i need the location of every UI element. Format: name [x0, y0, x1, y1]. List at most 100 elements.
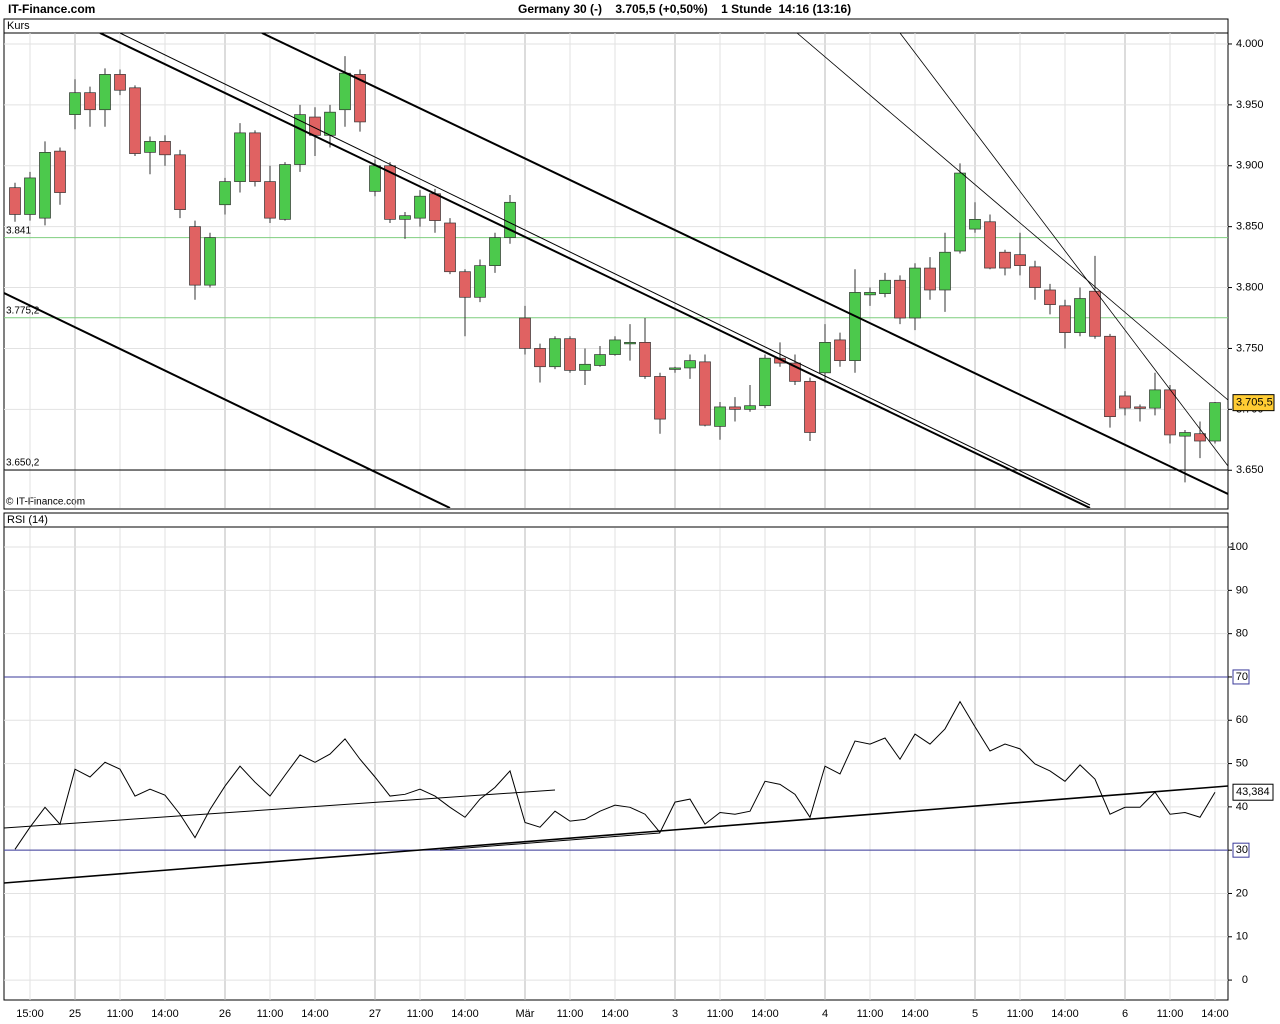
- candle-body: [384, 165, 396, 220]
- candle-body: [534, 348, 546, 368]
- candle-body: [1119, 395, 1131, 409]
- candle-body: [639, 342, 651, 377]
- candle-body: [699, 361, 711, 426]
- band-label-box: [1232, 669, 1250, 685]
- candle-body: [879, 279, 891, 294]
- trendline: [796, 33, 1228, 401]
- x-tick-label: 14:00: [601, 1008, 629, 1020]
- x-tick-label: 11:00: [857, 1008, 884, 1020]
- candle-body: [459, 271, 471, 298]
- candle-body: [114, 74, 126, 91]
- x-tick-label: 11:00: [407, 1008, 434, 1020]
- candle-body: [819, 342, 831, 374]
- trendline: [99, 33, 1091, 508]
- candle-body: [204, 237, 216, 286]
- x-tick-label: 14:00: [751, 1008, 779, 1020]
- header: IT-Finance.com Germany 30 (-) 3.705,5 (+…: [0, 0, 1280, 18]
- y-tick-label: 90: [1236, 584, 1248, 596]
- candle-body: [594, 354, 606, 366]
- x-tick-label: 14:00: [151, 1008, 179, 1020]
- y-tick-label: 4.000: [1236, 38, 1264, 50]
- x-tick-label: 11:00: [1007, 1008, 1034, 1020]
- candle-body: [1194, 433, 1206, 442]
- level-label: 3.650,2: [6, 458, 40, 469]
- x-tick-label: Mär: [516, 1008, 535, 1020]
- candle-body: [1044, 289, 1056, 305]
- x-tick-label: 26: [219, 1008, 231, 1020]
- x-tick-label: 11:00: [707, 1008, 734, 1020]
- instrument-info: Germany 30 (-) 3.705,5 (+0,50%) 1 Stunde…: [518, 2, 852, 16]
- candle-body: [369, 165, 381, 192]
- candle-body: [1164, 389, 1176, 436]
- y-tick-label: 80: [1236, 628, 1248, 640]
- candle-body: [954, 172, 966, 252]
- candle-body: [189, 226, 201, 286]
- last-value-box: [1232, 783, 1274, 801]
- trendlines: [4, 785, 1228, 884]
- candle-body: [999, 251, 1011, 269]
- candle-body: [249, 132, 261, 182]
- trendline: [119, 33, 1091, 506]
- candle-body: [1014, 254, 1026, 266]
- candle-body: [789, 362, 801, 382]
- candle-body: [174, 154, 186, 210]
- level-label: 3.775,2: [6, 305, 40, 316]
- y-tick-label: 20: [1236, 887, 1248, 899]
- candle-body: [729, 406, 741, 410]
- watermark: © IT-Finance.com: [6, 497, 85, 508]
- y-tick-label: 100: [1230, 541, 1248, 553]
- candle-body: [624, 342, 636, 345]
- candle-body: [1074, 298, 1086, 333]
- x-tick-label: 4: [822, 1008, 828, 1020]
- trendline: [261, 33, 1228, 495]
- x-tick-label: 11:00: [1157, 1008, 1184, 1020]
- candle-body: [1149, 389, 1161, 409]
- candle-body: [219, 181, 231, 206]
- candle-body: [429, 193, 441, 221]
- candle-body: [324, 111, 336, 136]
- site-name: IT-Finance.com: [8, 2, 96, 16]
- candle-body: [849, 292, 861, 361]
- candle-body: [684, 360, 696, 369]
- trendline: [4, 785, 1228, 884]
- rsi-panel: [3, 512, 1229, 1001]
- candle-body: [564, 338, 576, 371]
- candle-body: [864, 292, 876, 296]
- y-tick-label: 60: [1236, 714, 1248, 726]
- x-tick-label: 14:00: [451, 1008, 479, 1020]
- candle-body: [1104, 335, 1116, 418]
- candle-body: [744, 405, 756, 410]
- candle-body: [474, 265, 486, 298]
- candle-body: [894, 279, 906, 319]
- x-tick-label: 3: [672, 1008, 678, 1020]
- candle-body: [1059, 305, 1071, 333]
- y-tick-label: 3.650: [1236, 464, 1264, 476]
- candle-body: [804, 380, 816, 433]
- y-tick-label: 3.900: [1236, 160, 1264, 172]
- candle-body: [24, 177, 36, 215]
- y-tick-label: 40: [1236, 801, 1248, 813]
- candle-body: [54, 150, 66, 193]
- candle-body: [549, 338, 561, 368]
- candle-body: [939, 251, 951, 291]
- candle-body: [414, 195, 426, 219]
- candle-body: [69, 92, 81, 115]
- x-tick-label: 11:00: [557, 1008, 584, 1020]
- candle-body: [969, 218, 981, 230]
- x-tick-label: 14:00: [1201, 1008, 1229, 1020]
- candle-body: [9, 187, 21, 215]
- candle-body: [444, 222, 456, 273]
- candle-body: [1089, 290, 1101, 337]
- candle-body: [159, 141, 171, 156]
- candle-body: [354, 74, 366, 123]
- candle-body: [669, 367, 681, 370]
- y-tick-label: 3.800: [1236, 281, 1264, 293]
- candle-body: [654, 376, 666, 420]
- last-value-label: 3.705,5: [1236, 397, 1273, 409]
- y-tick-label: 3.750: [1236, 342, 1264, 354]
- candle-body: [759, 357, 771, 407]
- price-panel: [3, 18, 1229, 510]
- candle-body: [834, 339, 846, 361]
- x-tick-label: 25: [69, 1008, 81, 1020]
